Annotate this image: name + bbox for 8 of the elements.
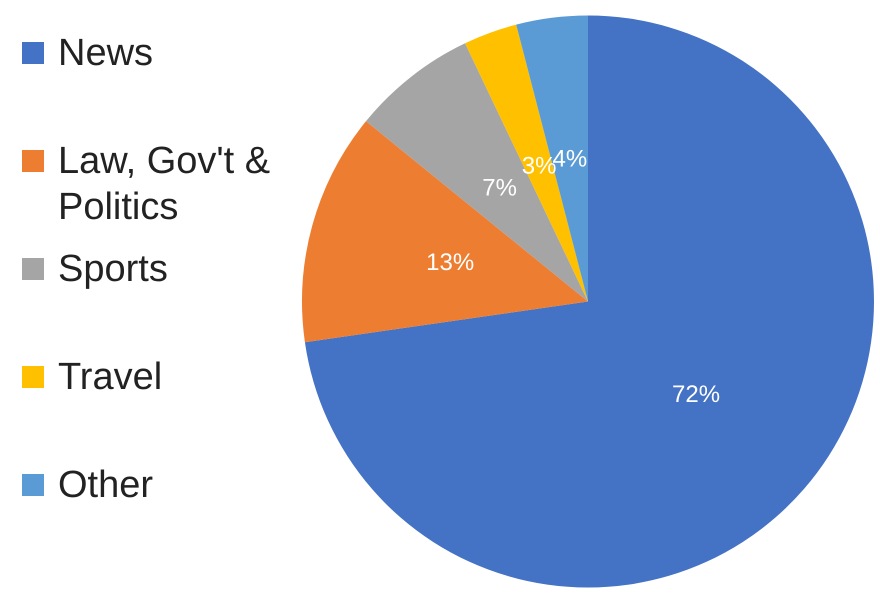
data-label: 7%: [482, 174, 517, 202]
legend-label: Other: [58, 463, 154, 508]
legend-label: Law, Gov't & Politics: [58, 139, 272, 230]
legend-label: Travel: [58, 355, 162, 400]
data-label: 13%: [426, 249, 474, 276]
legend-label: News: [58, 31, 154, 76]
legend-label: Sports: [58, 247, 168, 292]
data-label: 72%: [672, 380, 720, 408]
